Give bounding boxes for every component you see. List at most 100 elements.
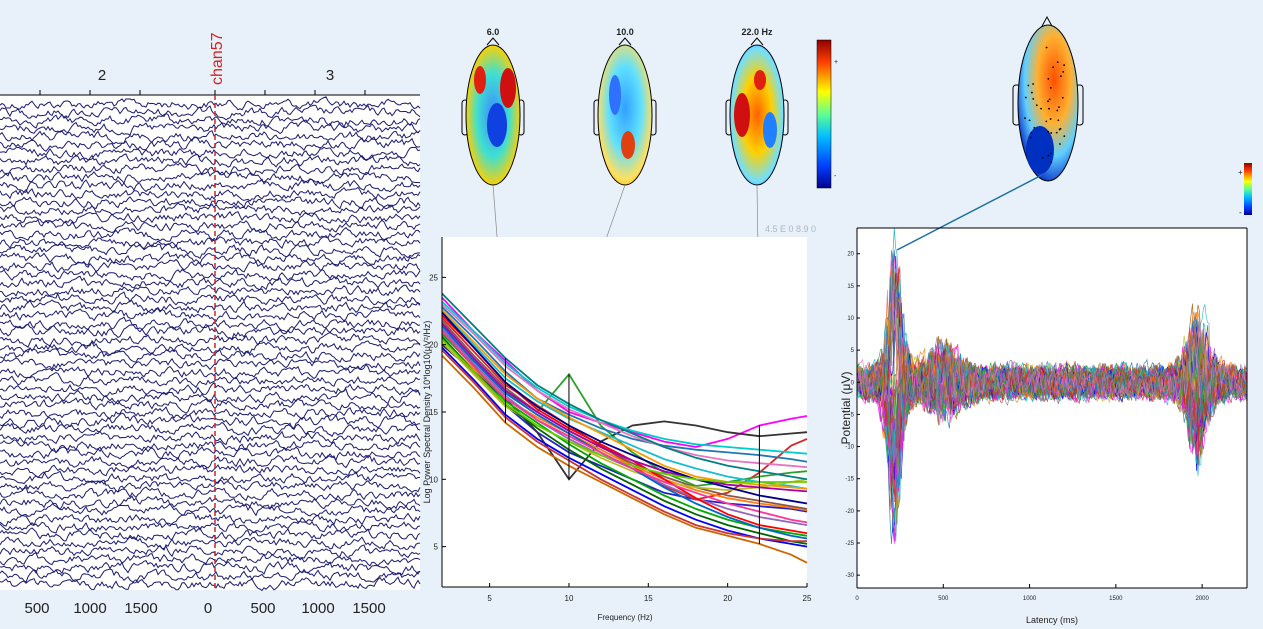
eeg-channel-trace (0, 464, 421, 479)
eeg-channel-trace (0, 186, 421, 202)
electrode-dot (1060, 75, 1062, 78)
electrode-dot (1055, 131, 1058, 134)
head-nose-icon (486, 37, 500, 46)
spectrum-y-tick-label: 5 (434, 543, 439, 552)
electrode-dot (1030, 91, 1033, 94)
erp-x-tick-label: 1000 (1023, 596, 1037, 602)
eeg-channel-trace (0, 178, 421, 193)
electrode-dot (1033, 126, 1036, 129)
erp-y-tick-label: -5 (849, 412, 855, 418)
highlight-channel-label: chan57 (209, 32, 226, 85)
time-tick-label: 1000 (73, 600, 106, 617)
eeg-channel-trace (0, 486, 421, 502)
erp-y-tick-label: 10 (847, 316, 854, 322)
eeg-channel-trace (0, 316, 421, 333)
spectrum-x-tick-label: 25 (803, 594, 812, 603)
eeg-channel-trace (0, 153, 421, 168)
colorbar-minus-label: - (1239, 208, 1242, 217)
erp-x-tick-label: 2000 (1195, 596, 1209, 602)
eeg-channel-trace (0, 454, 421, 469)
electrode-dot (1047, 77, 1050, 80)
erp-peak-connector (896, 174, 1043, 251)
topomap-freq-label: 6.0 (487, 27, 500, 37)
eeg-channel-trace (0, 258, 421, 274)
eeg-channel-trace (0, 495, 421, 511)
eeg-channel-trace (0, 162, 421, 177)
electrode-dot (1028, 119, 1031, 122)
electrode-dot (1062, 70, 1065, 73)
electrode-dot (1045, 120, 1048, 123)
eeg-channel-trace (0, 568, 421, 584)
electrode-dot (1032, 97, 1035, 100)
colorbar-plus-label: + (834, 59, 838, 66)
erp-y-label: Potential (μV) (839, 372, 853, 445)
eeg-channel-trace (0, 470, 420, 485)
eeg-channel-trace (0, 502, 421, 517)
erp-y-tick-label: 15 (847, 284, 854, 290)
eeg-channel-trace (0, 357, 421, 372)
erp-y-tick-label: 20 (847, 252, 854, 258)
electrode-dot (1050, 161, 1053, 163)
electrode-dot (1029, 136, 1032, 139)
eeg-channel-trace (0, 363, 421, 380)
spectrum-x-tick-label: 20 (723, 594, 732, 603)
colorbar-plus-label: + (1238, 168, 1243, 177)
erp-x-tick-label: 0 (855, 596, 859, 602)
erp-x-tick-label: 500 (938, 596, 949, 602)
time-tick-label: 500 (250, 600, 275, 617)
eeg-channel-trace (0, 332, 421, 348)
eeg-channel-trace (0, 307, 421, 323)
topomap-10hz: 10.0 (593, 27, 657, 186)
erp-y-tick-label: 5 (851, 348, 855, 354)
erp-y-tick-label: 0 (851, 380, 855, 386)
electrode-dot (1061, 96, 1064, 99)
spectrum-corner-text: 4.5 E 0 8.9 0 (765, 224, 816, 234)
spectrum-y-label: Log Power Spectral Density 10*log10(μV²/… (422, 321, 432, 504)
time-tick-label: 1500 (352, 600, 385, 617)
topomap-blob (474, 66, 486, 94)
electrode-dot (1041, 157, 1044, 159)
erp-traces (856, 227, 1247, 545)
epoch-label-2: 2 (98, 67, 106, 84)
eeg-channel-trace (0, 170, 421, 185)
electrode-dot (1063, 64, 1066, 66)
erp-colorbar (1244, 163, 1252, 215)
eeg-channel-trace (0, 104, 421, 121)
electrode-dot (1058, 128, 1061, 131)
eeg-channel-trace (0, 243, 421, 260)
erp-panel: + - 0 500 1000 1500 2000 20 15 10 5 0 -5 -10 -15 -20 -… (839, 15, 1252, 625)
eeg-channel-trace (0, 323, 421, 340)
electrode-dot (1048, 107, 1050, 110)
head-nose-icon (1040, 15, 1054, 29)
eeg-channel-trace (0, 251, 421, 267)
eeg-channel-trace (0, 430, 421, 446)
erp-y-tick-label: -25 (845, 541, 854, 547)
topomap-blob (734, 93, 750, 137)
eeg-channel-trace (0, 210, 421, 224)
electrode-dot (1063, 135, 1066, 138)
eeg-time-axis: 500 1000 1500 0 500 1000 1500 (24, 600, 385, 617)
topomap-blob (1026, 126, 1054, 174)
electrode-dot (1049, 86, 1052, 89)
spectrum-y-tick-label: 15 (429, 408, 438, 417)
eeg-channel-trace (0, 527, 421, 542)
eeg-channel-trace (0, 372, 421, 389)
head-nose-icon (618, 37, 632, 46)
spectrum-frequency-markers (504, 358, 760, 544)
eeg-channel-trace (0, 146, 421, 161)
eeg-channel-trace (0, 406, 421, 421)
eeg-channel-trace (0, 381, 421, 398)
colorbar-minus-label: - (834, 173, 837, 180)
erp-y-tick-label: -15 (845, 477, 854, 483)
eeg-channel-trace (0, 576, 421, 592)
electrode-dot (1056, 61, 1059, 64)
topomap-blob (609, 75, 621, 115)
electrode-dot (1050, 152, 1052, 155)
eeg-channel-trace (0, 347, 421, 364)
electrode-dot (1032, 83, 1035, 85)
erp-channel-trace (856, 259, 1247, 426)
eeg-top-ticks (39, 90, 366, 95)
eeg-channel-trace (0, 236, 421, 250)
electrode-dot (1058, 106, 1060, 108)
eeg-channel-trace (0, 284, 421, 299)
